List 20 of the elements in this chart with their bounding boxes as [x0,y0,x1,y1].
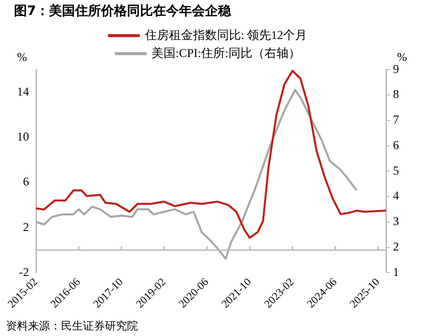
y2-axis-title: % [397,50,407,64]
y2-tick-label: 4 [393,188,399,203]
legend-label: 美国:CPI:住所:同比（右轴） [152,46,300,60]
y2-tick-label: 5 [393,163,399,178]
text: 资料来源：民生证券研究院 [6,319,138,332]
y-tick-label: -2 [19,264,29,279]
y2-tick-label: 6 [393,138,399,152]
y-axis-title: % [17,50,27,64]
y2-tick-label: 7 [393,112,399,127]
y2-tick-label: 1 [393,264,399,279]
y2-tick-label: 9 [393,62,399,76]
y2-tick-label: 8 [393,87,399,102]
y2-tick-label: 2 [393,240,399,254]
y-tick-label: 10 [17,129,29,144]
y2-tick-label: 3 [393,214,399,228]
y-tick-label: 14 [17,84,29,98]
legend-label: 住房租金指数同比: 领先12个月 [144,28,308,42]
y-tick-label: 2 [23,220,29,234]
y-tick-label: 6 [23,174,29,189]
chart-title: 图7：美国住所价格同比在今年会企稳 [14,3,232,20]
